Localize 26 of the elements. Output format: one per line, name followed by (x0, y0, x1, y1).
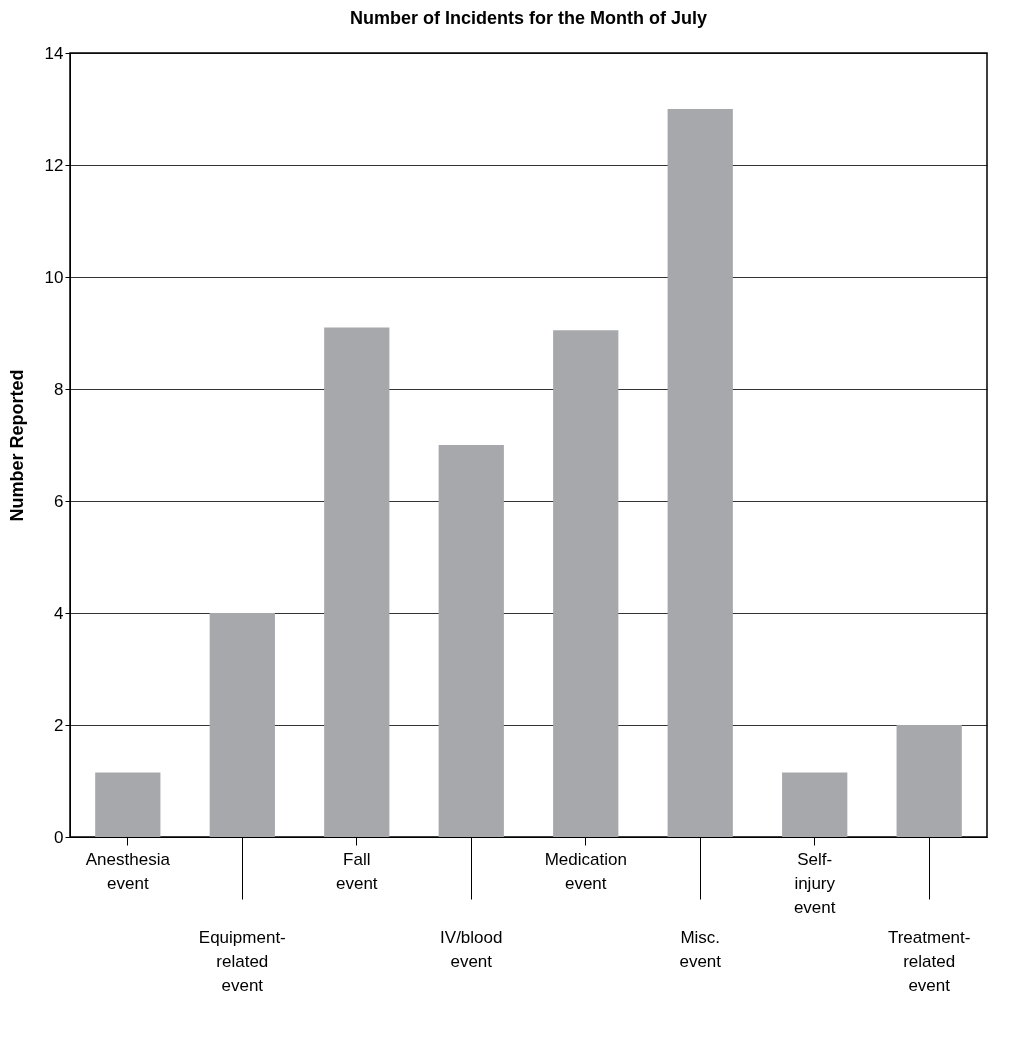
x-tick-label: Self-injury event (793, 849, 836, 917)
bar (896, 725, 962, 837)
y-tick-label: 10 (44, 267, 64, 287)
y-tick-label: 2 (54, 715, 64, 735)
y-tick-label: 4 (54, 603, 64, 623)
bar (667, 109, 733, 837)
x-tick-label: Misc. event (679, 927, 722, 971)
y-tick-label: 12 (44, 155, 64, 175)
chart-title: Number of Incidents for the Month of July (350, 8, 707, 28)
y-axis-title: Number Reported (6, 369, 27, 522)
bar (438, 445, 504, 837)
x-tick-label: Equipment-related event (198, 927, 286, 995)
y-tick-label: 8 (54, 379, 64, 399)
x-tick-label: Treatment-related event (887, 927, 971, 995)
x-tick-label: IV/blood event (440, 927, 503, 971)
bar (782, 772, 848, 837)
x-tick-label: Fall event (335, 849, 378, 893)
y-tick-label: 14 (44, 43, 64, 63)
x-tick-label: Anesthesia event (85, 849, 171, 893)
bar (553, 330, 619, 837)
y-tick-label: 0 (54, 827, 64, 847)
bar (95, 772, 161, 837)
bar (209, 613, 275, 837)
x-tick-label: Medication event (544, 849, 627, 893)
y-tick-label: 6 (54, 491, 64, 511)
bar (324, 327, 390, 837)
